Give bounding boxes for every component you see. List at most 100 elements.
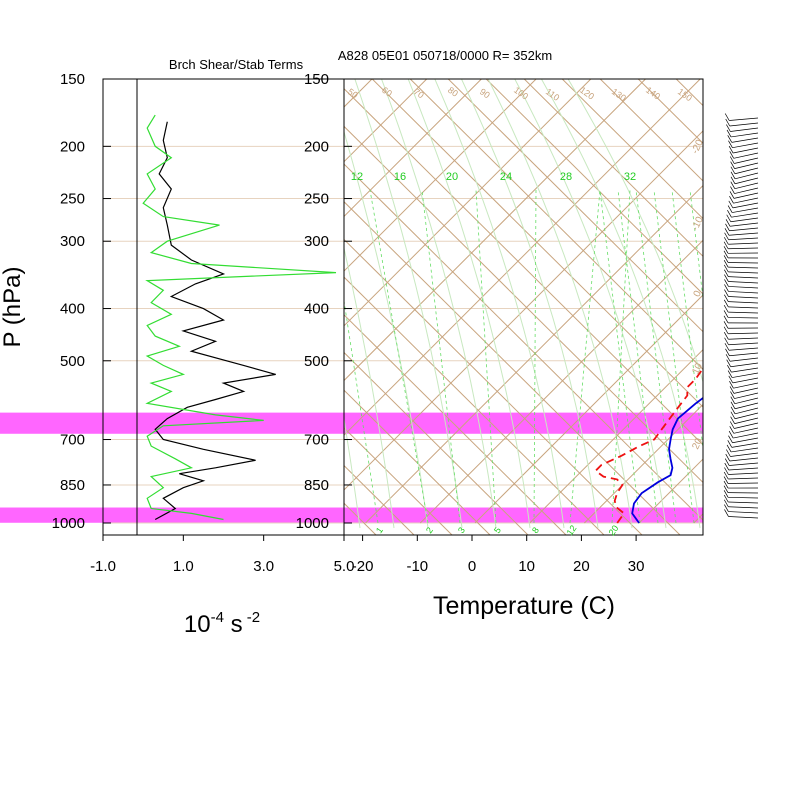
- wind-barb-staff: [734, 177, 759, 185]
- temperature-profiles: [594, 364, 703, 524]
- wind-barb-flag: [726, 444, 732, 453]
- wind-barb-flag: [729, 195, 734, 204]
- wind-barb-flag: [724, 284, 729, 292]
- wind-barb-flag: [724, 232, 729, 240]
- wind-barb-staff: [728, 247, 759, 250]
- wind-barb-staff: [733, 427, 759, 434]
- wind-barb-flag: [725, 219, 731, 227]
- wind-barb-flag: [723, 480, 729, 489]
- wind-barb-staff: [728, 232, 759, 236]
- wind-barb-flag: [723, 241, 729, 249]
- wind-barb-staff: [734, 407, 759, 415]
- wind-barb-staff: [731, 442, 759, 448]
- wind-barb-flag: [723, 471, 729, 480]
- wind-barb-staff: [734, 402, 759, 410]
- wind-barb-staff: [733, 387, 759, 394]
- wind-barb-staff: [730, 127, 759, 132]
- isotherm: [0, 79, 317, 523]
- wind-barb-staff: [732, 437, 759, 444]
- wind-barb-flag: [725, 118, 731, 127]
- wind-barb-flag: [724, 458, 730, 466]
- pressure-tick-label-center: 1000: [296, 515, 329, 532]
- wind-barb-staff: [728, 516, 759, 519]
- wind-barb-flag: [723, 264, 729, 273]
- temperature-tick-label: 10: [518, 558, 535, 575]
- wind-barb-staff: [729, 117, 759, 121]
- wind-barb-staff: [728, 477, 759, 480]
- wind-barb-staff: [734, 162, 759, 169]
- wind-barb-staff: [728, 342, 759, 346]
- wind-barb-flag: [723, 490, 729, 498]
- wind-barb-staff: [734, 392, 759, 399]
- mixing-ratio-bottom-label: 8: [530, 525, 541, 535]
- dry-adiabat: [344, 351, 529, 535]
- isotherm: [584, 403, 703, 524]
- wind-barb-flag: [727, 209, 732, 218]
- mixing-ratio-line: [671, 189, 703, 452]
- shear-stability-curves: [142, 114, 337, 521]
- wind-barb-flag: [723, 255, 729, 263]
- temperature-profile: [631, 396, 703, 524]
- wind-barb-staff: [734, 397, 759, 405]
- moist-adiabat: [344, 130, 429, 529]
- temperature-tick-label: 20: [573, 558, 590, 575]
- unit-seconds: s: [224, 611, 243, 638]
- wind-barb-staff: [733, 152, 759, 159]
- mixing-ratio-bottom-label: 3: [456, 525, 467, 535]
- moist-adiabat: [380, 79, 497, 529]
- isotherm: [344, 79, 592, 327]
- dry-adiabat: [523, 79, 703, 257]
- pressure-tick-label-center: 700: [304, 432, 329, 449]
- wind-barb-staff: [728, 347, 759, 351]
- wind-barb-flag: [730, 171, 736, 179]
- mixing-ratio-bottom-label: 5: [492, 525, 503, 535]
- pressure-axis-label: P (hPa): [0, 267, 26, 348]
- mixing-ratio-top-label: 16: [394, 171, 406, 183]
- isotherm-top-label: 50: [346, 86, 360, 100]
- moist-adiabat: [540, 79, 701, 529]
- moist-adiabat: [344, 415, 361, 529]
- mixing-ratio-top-label: 12: [351, 171, 363, 183]
- dry-adiabat: [485, 79, 703, 295]
- wind-barb-staff: [731, 367, 759, 373]
- dry-adiabat: [344, 238, 643, 535]
- isotherm-right-label: 20: [690, 436, 705, 451]
- isotherm: [474, 294, 703, 524]
- mixing-ratio-line: [708, 190, 748, 523]
- dry-adiabat: [344, 502, 377, 535]
- dry-adiabat: [599, 79, 703, 182]
- dry-adiabat: [409, 79, 703, 371]
- wind-barb-staff: [733, 197, 759, 204]
- wind-barb-staff: [728, 276, 759, 279]
- dry-adiabat: [344, 464, 415, 535]
- wind-barb-staff: [732, 207, 759, 213]
- wind-barb-staff: [728, 262, 759, 264]
- left-x-tick-label: 1.0: [173, 558, 194, 575]
- wind-barb-flag: [723, 499, 729, 507]
- wind-barb-flag: [730, 181, 736, 189]
- isotherm-top-label: 80: [446, 85, 460, 99]
- wind-barb-flag: [724, 509, 729, 517]
- wind-barb-column: [723, 113, 759, 519]
- isotherm-top-label: 120: [578, 85, 596, 102]
- isotherm: [344, 79, 537, 272]
- isotherm-top-label: 60: [380, 85, 394, 99]
- dry-adiabat: [561, 79, 703, 220]
- isotherm: [344, 79, 701, 436]
- mixing-ratio-line: [611, 189, 631, 524]
- dry-adiabat: [675, 79, 703, 107]
- wind-barb-flag: [723, 310, 729, 318]
- wind-barb-staff: [733, 432, 759, 439]
- dry-adiabat: [344, 87, 703, 446]
- dewpoint-profile: [594, 364, 703, 524]
- pressure-tick-label-left: 700: [60, 432, 85, 449]
- left-highlight-band: [0, 507, 344, 523]
- wind-barb-staff: [728, 511, 759, 514]
- wind-barb-staff: [728, 271, 759, 274]
- wind-barb-flag: [729, 151, 735, 159]
- mixing-ratio-bottom-label: 12: [565, 523, 579, 537]
- wind-barb-staff: [731, 212, 759, 218]
- isotherm-right-label: 10: [690, 361, 705, 376]
- isotherm: [344, 79, 482, 218]
